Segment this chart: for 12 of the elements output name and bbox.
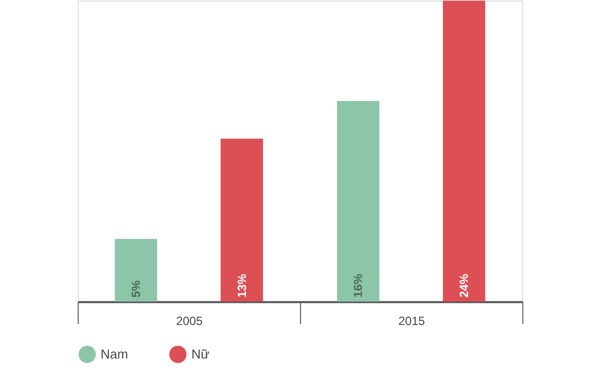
- legend-label: Nam: [100, 346, 128, 362]
- data-label: 13%: [234, 273, 249, 298]
- bar: [337, 100, 380, 302]
- x-tick-label: 2015: [398, 314, 426, 328]
- data-label: 16%: [351, 273, 366, 298]
- bar: [220, 138, 263, 302]
- bar: [442, 0, 486, 302]
- x-tick-label: 2005: [176, 314, 204, 328]
- bar: [114, 238, 158, 302]
- legend-label: Nữ: [191, 346, 210, 362]
- data-label: 24%: [457, 273, 472, 298]
- data-label: 5%: [128, 280, 143, 298]
